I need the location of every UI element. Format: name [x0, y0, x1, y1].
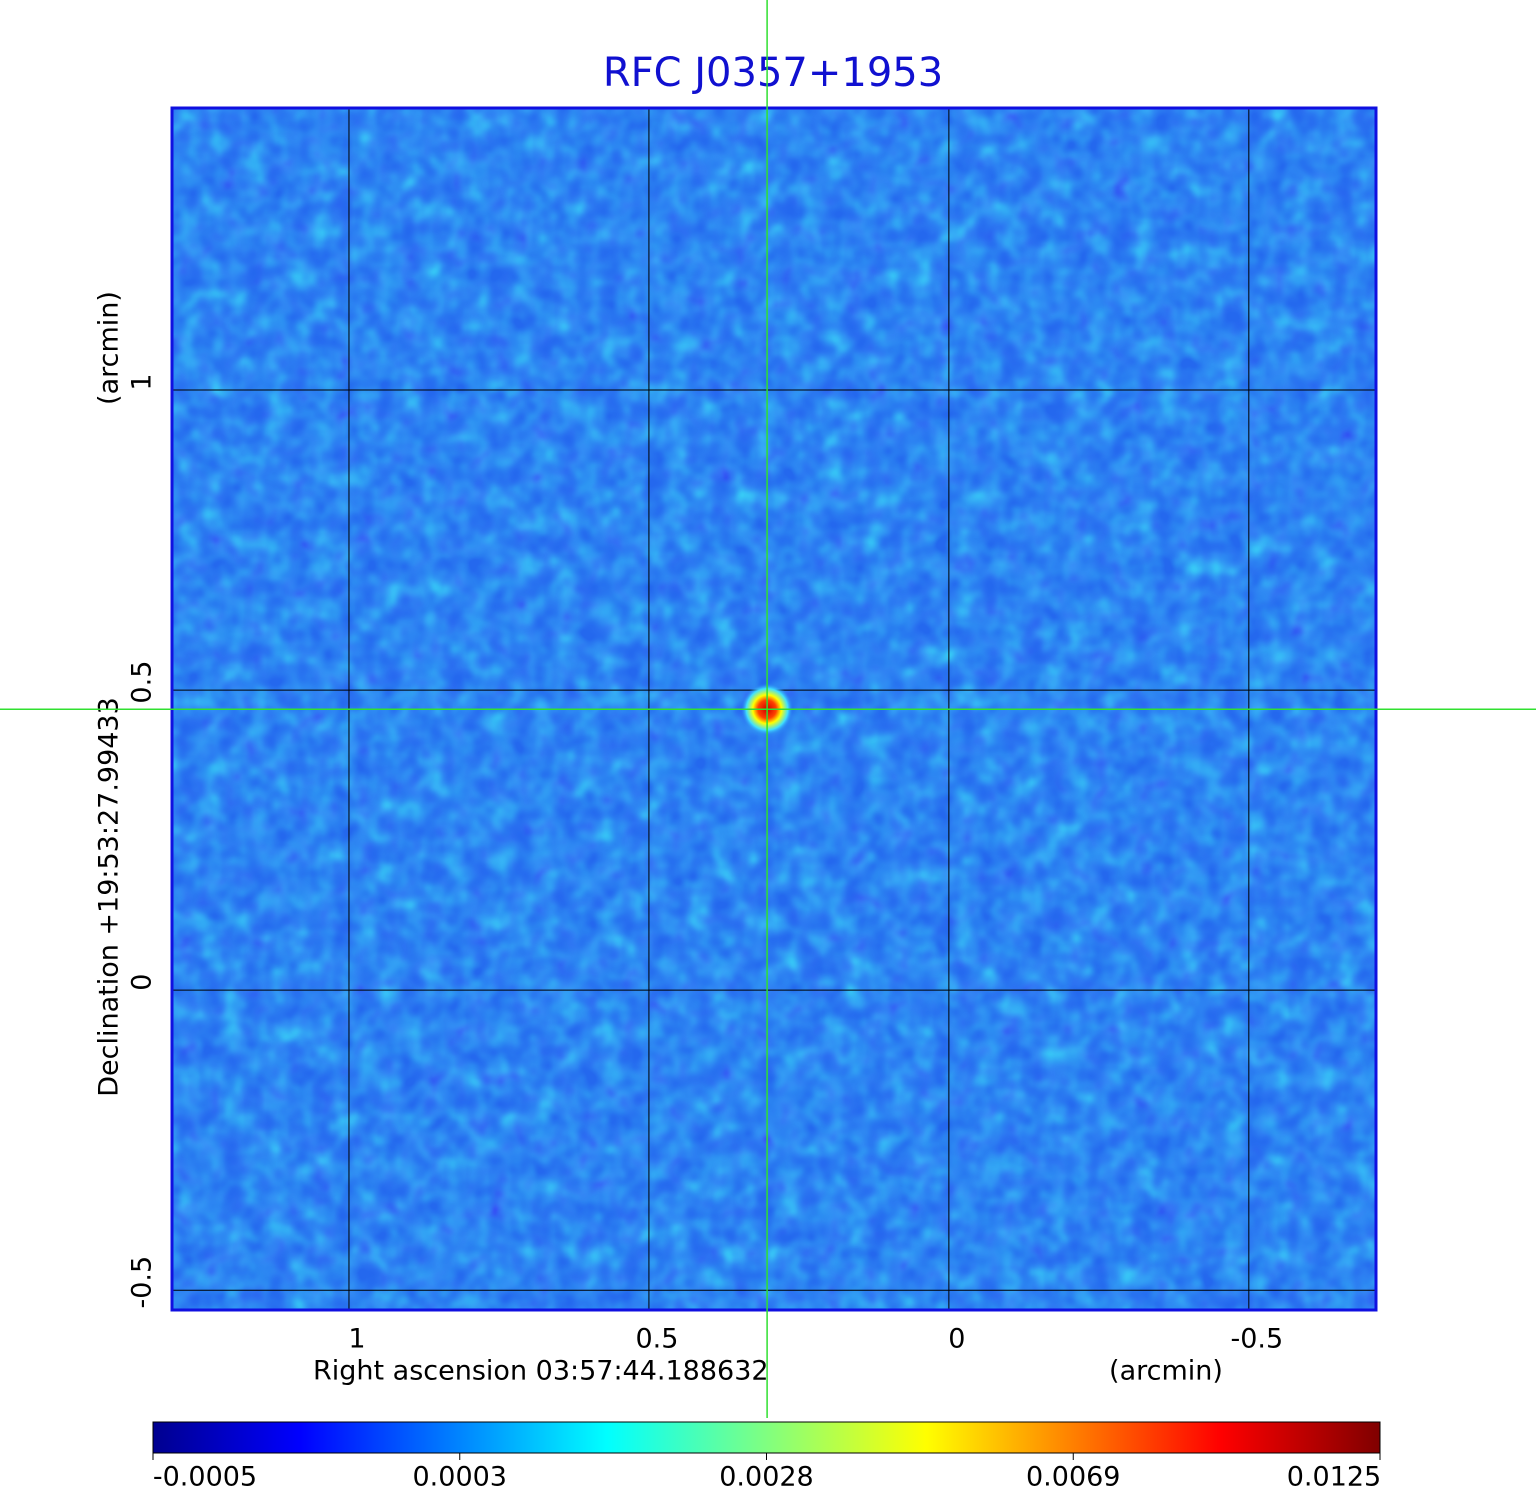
- y-tick-label: 0.5: [127, 661, 158, 704]
- y-tick-label: 1: [127, 373, 158, 390]
- colorbar: [152, 1421, 1381, 1454]
- chart-title: RFC J0357+1953: [603, 50, 943, 96]
- y-axis-label: Declination +19:53:27.99433: [94, 697, 125, 1097]
- y-tick-label: -0.5: [127, 1256, 158, 1309]
- x-tick-label: 0.5: [635, 1324, 678, 1355]
- x-tick-label: -0.5: [1230, 1324, 1283, 1355]
- colorbar-tick-label: 0.0069: [1026, 1462, 1120, 1493]
- x-tick-label: 0: [948, 1324, 965, 1355]
- x-tick-label: 1: [348, 1324, 365, 1355]
- colorbar-tick-label: 0.0003: [413, 1462, 507, 1493]
- colorbar-tick-label: 0.0125: [1287, 1462, 1381, 1493]
- colorbar-tick-label: 0.0028: [719, 1462, 813, 1493]
- x-axis-unit: (arcmin): [1109, 1356, 1223, 1387]
- y-axis-unit: (arcmin): [94, 291, 125, 405]
- x-axis-label: Right ascension 03:57:44.188632: [313, 1356, 769, 1387]
- y-tick-label: 0: [127, 974, 158, 991]
- colorbar-tick-label: -0.0005: [153, 1462, 257, 1493]
